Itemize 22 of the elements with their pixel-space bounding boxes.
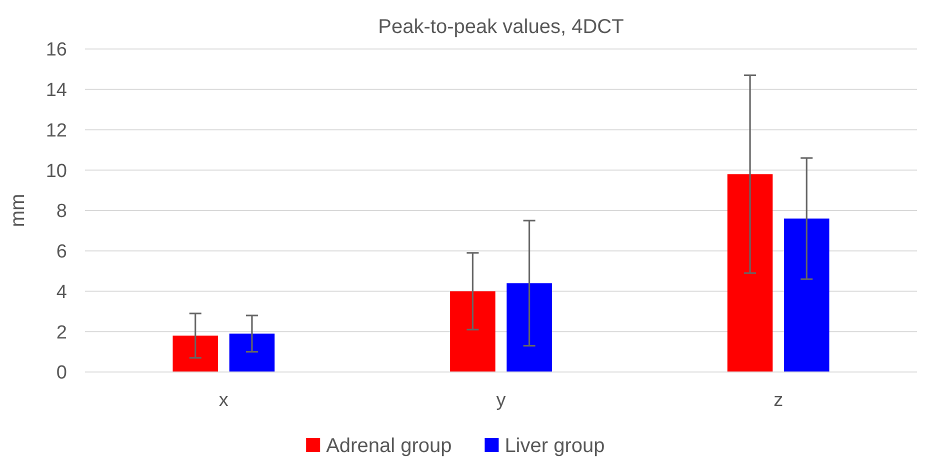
legend-label: Liver group bbox=[504, 435, 605, 457]
bar bbox=[727, 174, 773, 372]
y-tick-label: 4 bbox=[56, 282, 68, 303]
y-axis-title: mm bbox=[7, 194, 29, 228]
y-tick-label: 6 bbox=[56, 242, 67, 263]
bar bbox=[784, 218, 830, 372]
y-tick-label: 14 bbox=[46, 80, 68, 102]
bar bbox=[506, 283, 552, 372]
chart-title: Peak-to-peak values, 4DCT bbox=[378, 16, 624, 38]
bar bbox=[450, 291, 496, 372]
y-tick-label: 0 bbox=[56, 362, 67, 384]
y-tick-label: 16 bbox=[46, 40, 67, 61]
bar bbox=[229, 334, 275, 372]
y-tick-label: 2 bbox=[56, 322, 67, 344]
x-tick-label: x bbox=[218, 390, 229, 411]
x-tick-label: y bbox=[496, 390, 506, 411]
bar bbox=[172, 336, 218, 372]
legend-label: Adrenal group bbox=[326, 435, 452, 457]
x-tick-label: z bbox=[774, 390, 784, 411]
y-tick-label: 8 bbox=[56, 201, 67, 222]
y-tick-label: 10 bbox=[46, 160, 67, 182]
y-tick-label: 12 bbox=[46, 120, 67, 142]
